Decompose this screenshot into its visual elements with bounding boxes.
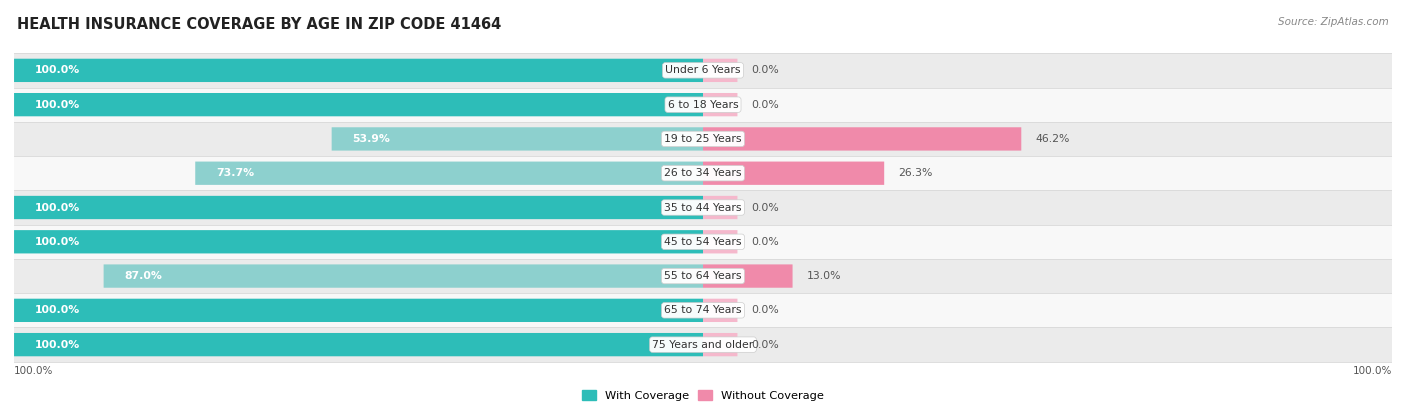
Bar: [14, 225, 1392, 259]
Bar: [14, 190, 1392, 225]
Text: Source: ZipAtlas.com: Source: ZipAtlas.com: [1278, 17, 1389, 27]
FancyBboxPatch shape: [703, 59, 738, 82]
Text: 26.3%: 26.3%: [898, 168, 932, 178]
Text: 100.0%: 100.0%: [14, 366, 53, 376]
Bar: [14, 122, 1392, 156]
FancyBboxPatch shape: [14, 299, 703, 322]
Text: 0.0%: 0.0%: [751, 66, 779, 76]
Text: 6 to 18 Years: 6 to 18 Years: [668, 100, 738, 110]
FancyBboxPatch shape: [104, 264, 703, 288]
Text: 100.0%: 100.0%: [35, 203, 80, 212]
Text: 0.0%: 0.0%: [751, 100, 779, 110]
Bar: [14, 53, 1392, 88]
Text: 55 to 64 Years: 55 to 64 Years: [664, 271, 742, 281]
Text: 65 to 74 Years: 65 to 74 Years: [664, 305, 742, 315]
Text: 75 Years and older: 75 Years and older: [652, 339, 754, 349]
Legend: With Coverage, Without Coverage: With Coverage, Without Coverage: [582, 390, 824, 400]
Text: 19 to 25 Years: 19 to 25 Years: [664, 134, 742, 144]
Text: 73.7%: 73.7%: [217, 168, 254, 178]
FancyBboxPatch shape: [14, 230, 703, 254]
FancyBboxPatch shape: [14, 196, 703, 219]
Text: 53.9%: 53.9%: [353, 134, 391, 144]
FancyBboxPatch shape: [703, 93, 738, 116]
FancyBboxPatch shape: [703, 161, 884, 185]
Text: 100.0%: 100.0%: [35, 100, 80, 110]
Text: 100.0%: 100.0%: [35, 237, 80, 247]
Text: 0.0%: 0.0%: [751, 339, 779, 349]
Text: Under 6 Years: Under 6 Years: [665, 66, 741, 76]
FancyBboxPatch shape: [195, 161, 703, 185]
Text: 0.0%: 0.0%: [751, 203, 779, 212]
Bar: [14, 88, 1392, 122]
FancyBboxPatch shape: [14, 93, 703, 116]
Bar: [14, 327, 1392, 362]
FancyBboxPatch shape: [703, 264, 793, 288]
Text: 45 to 54 Years: 45 to 54 Years: [664, 237, 742, 247]
Text: 0.0%: 0.0%: [751, 237, 779, 247]
Text: 100.0%: 100.0%: [1353, 366, 1392, 376]
Text: 26 to 34 Years: 26 to 34 Years: [664, 168, 742, 178]
FancyBboxPatch shape: [14, 333, 703, 356]
Text: 100.0%: 100.0%: [35, 339, 80, 349]
Text: 46.2%: 46.2%: [1035, 134, 1070, 144]
FancyBboxPatch shape: [703, 196, 738, 219]
Bar: [14, 293, 1392, 327]
Text: HEALTH INSURANCE COVERAGE BY AGE IN ZIP CODE 41464: HEALTH INSURANCE COVERAGE BY AGE IN ZIP …: [17, 17, 501, 32]
FancyBboxPatch shape: [703, 230, 738, 254]
Text: 0.0%: 0.0%: [751, 305, 779, 315]
Text: 100.0%: 100.0%: [35, 66, 80, 76]
FancyBboxPatch shape: [332, 127, 703, 151]
Text: 13.0%: 13.0%: [807, 271, 841, 281]
Text: 35 to 44 Years: 35 to 44 Years: [664, 203, 742, 212]
Text: 87.0%: 87.0%: [124, 271, 162, 281]
Bar: [14, 259, 1392, 293]
FancyBboxPatch shape: [703, 127, 1021, 151]
Bar: [14, 156, 1392, 190]
Text: 100.0%: 100.0%: [35, 305, 80, 315]
FancyBboxPatch shape: [703, 333, 738, 356]
FancyBboxPatch shape: [703, 299, 738, 322]
FancyBboxPatch shape: [14, 59, 703, 82]
